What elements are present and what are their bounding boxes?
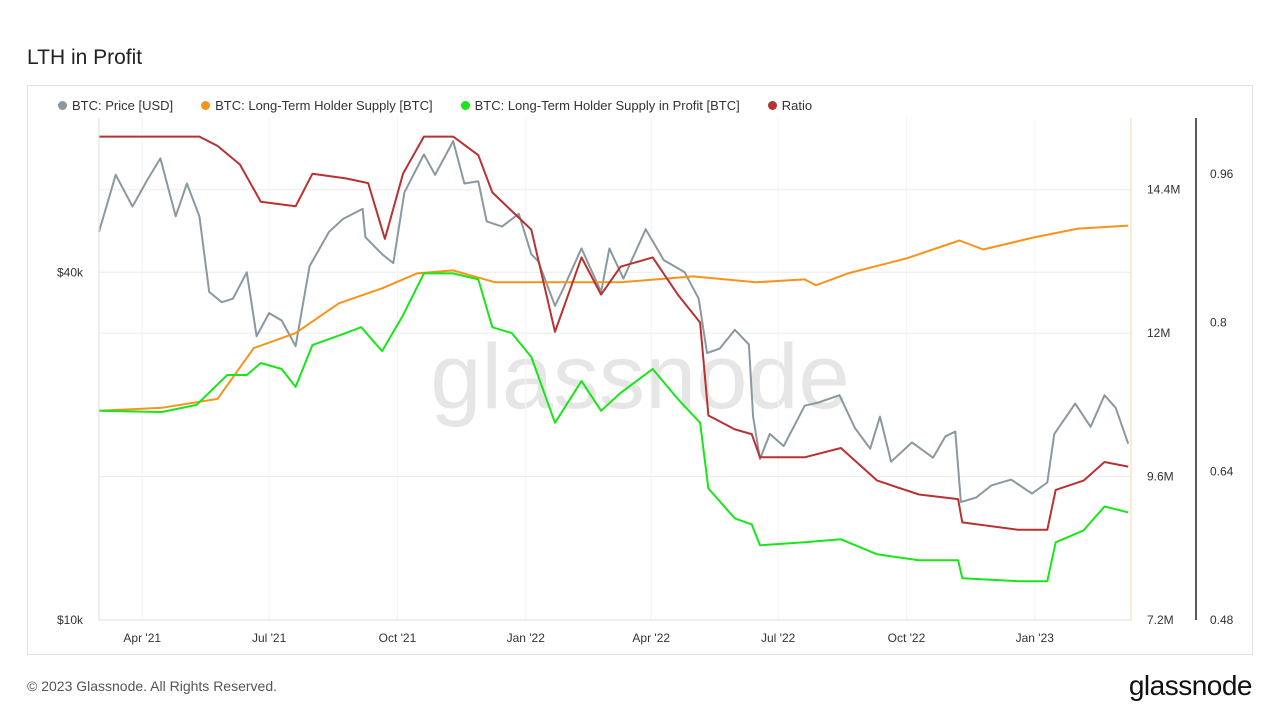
price-tick-label-0: $10k: [57, 613, 84, 627]
legend-item-profit[interactable]: BTC: Long-Term Holder Supply in Profit […: [460, 97, 740, 113]
chart-legend: BTC: Price [USD] BTC: Long-Term Holder S…: [58, 96, 840, 114]
x-tick-label-5: Jul '22: [761, 631, 796, 645]
legend-label-supply: BTC: Long-Term Holder Supply [BTC]: [215, 97, 433, 113]
x-tick-label-7: Jan '23: [1016, 631, 1055, 645]
x-tick-label-2: Oct '21: [379, 631, 417, 645]
legend-item-ratio[interactable]: Ratio: [767, 97, 813, 113]
legend-dot-ratio: [767, 100, 777, 110]
axes: Apr '21 Jul '21 Oct '21 Jan '22 Apr '22 Jul '…: [57, 118, 1234, 645]
ratio-tick-label-2: 0.8: [1210, 316, 1227, 330]
series-line-ratio: [99, 135, 1129, 531]
ratio-tick-label-3: 0.96: [1210, 167, 1234, 181]
series-lines: [98, 135, 1130, 583]
brand-logo: glassnode: [1128, 670, 1253, 701]
legend-label-ratio: Ratio: [781, 97, 813, 113]
supply-tick-label-2: 12M: [1147, 326, 1170, 340]
series-line-supply: [98, 224, 1129, 412]
price-tick-label-1: $40k: [57, 265, 84, 279]
page-title: LTH in Profit: [27, 46, 143, 70]
legend-label-price: BTC: Price [USD]: [72, 97, 174, 113]
supply-tick-label-3: 14.4M: [1147, 183, 1180, 197]
series-line-profit: [98, 272, 1129, 583]
ratio-tick-label-1: 0.64: [1210, 464, 1234, 478]
legend-dot-supply: [201, 100, 211, 110]
legend-label-profit: BTC: Long-Term Holder Supply in Profit […: [474, 97, 740, 113]
legend-item-supply[interactable]: BTC: Long-Term Holder Supply [BTC]: [201, 97, 433, 113]
x-tick-label-3: Jan '22: [507, 631, 546, 645]
x-tick-label-0: Apr '21: [123, 631, 161, 645]
chart-watermark: glassnode: [430, 326, 849, 428]
ratio-tick-label-0: 0.48: [1210, 613, 1234, 627]
x-tick-label-4: Apr '22: [632, 631, 670, 645]
legend-dot-price: [58, 100, 67, 110]
series-line-price: [98, 140, 1130, 504]
legend-dot-profit: [460, 100, 470, 110]
copyright-footer: © 2023 Glassnode. All Rights Reserved.: [27, 678, 278, 694]
x-tick-label-6: Oct '22: [888, 631, 926, 645]
chart-frame: [27, 85, 1253, 655]
supply-tick-label-0: 7.2M: [1147, 613, 1174, 627]
x-tick-label-1: Jul '21: [252, 631, 287, 645]
legend-item-price[interactable]: BTC: Price [USD]: [58, 98, 173, 113]
supply-tick-label-1: 9.6M: [1147, 470, 1174, 484]
